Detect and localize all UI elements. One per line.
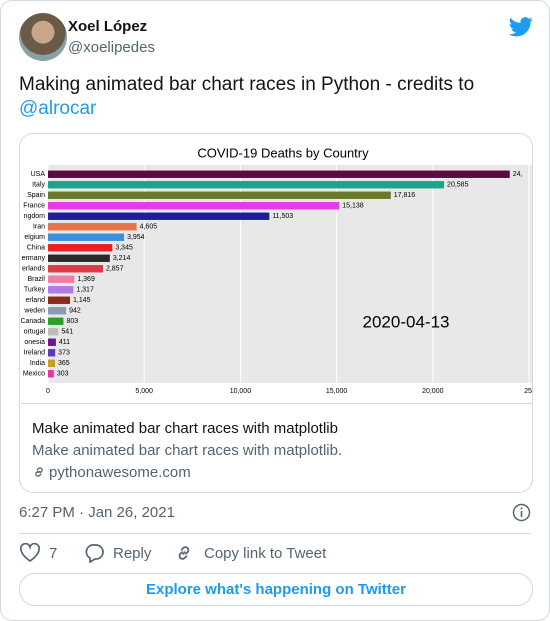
category-label: Iran xyxy=(33,224,45,231)
bar xyxy=(48,212,270,220)
category-label: India xyxy=(30,360,45,367)
value-label: 2,857 xyxy=(106,266,124,273)
value-label: 373 xyxy=(58,350,70,357)
value-label: 1,317 xyxy=(76,287,94,294)
info-icon[interactable] xyxy=(512,503,531,522)
value-label: 15,138 xyxy=(342,203,364,210)
card-description: Make animated bar chart races with matpl… xyxy=(32,442,343,459)
link-card[interactable]: COVID-19 Deaths by Country 0 5,000 10,000 15… xyxy=(19,133,533,493)
x-tick-label: 15,000 xyxy=(326,388,348,395)
bar xyxy=(48,181,445,189)
divider xyxy=(19,533,531,534)
category-label: Spain xyxy=(27,192,45,199)
author-handle[interactable]: @xoelipedes xyxy=(68,39,155,56)
author-name[interactable]: Xoel López xyxy=(68,18,148,35)
category-label: Ireland xyxy=(24,350,46,357)
bar xyxy=(48,202,340,210)
like-icon[interactable] xyxy=(19,543,41,563)
value-label: 303 xyxy=(57,371,69,378)
category-label: USA xyxy=(31,171,46,178)
category-label: Mexico xyxy=(23,371,45,378)
category-label: ngdom xyxy=(24,213,46,220)
value-label: 942 xyxy=(69,308,81,315)
chart: COVID-19 Deaths by Country 0 5,000 10,000 15… xyxy=(21,135,533,404)
value-label: 411 xyxy=(59,339,70,346)
category-label: Canada xyxy=(21,318,45,325)
category-label: Turkey xyxy=(24,287,46,294)
category-label: onesia xyxy=(24,339,45,346)
bar xyxy=(48,254,110,262)
date-annotation: 2020-04-13 xyxy=(363,312,450,331)
value-label: 1,369 xyxy=(77,276,95,283)
category-label: ermany xyxy=(22,255,46,262)
category-label: Brazil xyxy=(27,276,45,283)
bar xyxy=(48,296,71,304)
reply-icon[interactable] xyxy=(83,543,105,563)
bar xyxy=(48,170,510,178)
category-label: ortugal xyxy=(24,329,46,336)
avatar[interactable] xyxy=(19,13,67,61)
bar xyxy=(48,223,137,231)
category-label: France xyxy=(23,203,45,210)
tweet-text: Making animated bar chart races in Pytho… xyxy=(19,74,475,95)
value-label: 365 xyxy=(58,360,70,367)
like-count[interactable]: 7 xyxy=(49,545,58,562)
category-label: China xyxy=(27,245,45,252)
bar xyxy=(48,244,113,252)
x-tick-label: 10,000 xyxy=(230,388,252,395)
bar xyxy=(48,370,54,378)
x-tick-label: 0 xyxy=(46,388,50,395)
plot-background xyxy=(48,165,532,383)
bar xyxy=(48,191,391,199)
x-tick-label: 5,000 xyxy=(135,388,153,395)
chart-title: COVID-19 Deaths by Country xyxy=(197,145,369,160)
category-label: erland xyxy=(26,297,46,304)
link-icon xyxy=(35,467,43,477)
x-tick-label: 25, xyxy=(524,388,533,395)
bar xyxy=(48,349,56,357)
category-label: Italy xyxy=(32,182,45,189)
copy-link[interactable]: Copy link to Tweet xyxy=(204,545,327,562)
category-label: weden xyxy=(23,308,45,315)
x-tick-label: 20,000 xyxy=(422,388,444,395)
category-label: erlands xyxy=(22,266,45,273)
bar xyxy=(48,338,56,346)
value-label: 803 xyxy=(66,318,78,325)
value-label: 20,585 xyxy=(447,182,469,189)
bar xyxy=(48,286,74,294)
value-label: 541 xyxy=(61,329,73,336)
bar xyxy=(48,328,59,336)
bar xyxy=(48,317,64,325)
bar xyxy=(48,275,75,283)
value-label: 3,954 xyxy=(127,234,145,241)
value-label: 3,214 xyxy=(113,255,131,262)
bar xyxy=(48,233,125,241)
reply[interactable]: Reply xyxy=(113,545,152,562)
value-label: 3,345 xyxy=(115,245,133,252)
value-label: 4,605 xyxy=(140,224,158,231)
mention[interactable]: @alrocar xyxy=(19,98,97,119)
timestamp[interactable]: 6:27 PM · Jan 26, 2021 xyxy=(19,504,175,521)
bar xyxy=(48,359,56,367)
card-domain: pythonawesome.com xyxy=(49,464,191,481)
value-label: 11,503 xyxy=(272,213,293,220)
card-title: Make animated bar chart races with matpl… xyxy=(32,420,338,437)
copy-link-icon[interactable] xyxy=(174,543,194,563)
value-label: 1,145 xyxy=(73,297,91,304)
value-label: 17,816 xyxy=(394,192,416,199)
bar xyxy=(48,265,103,273)
bar xyxy=(48,307,67,315)
explore-button[interactable]: Explore what's happening on Twitter xyxy=(19,573,533,606)
category-label: elgium xyxy=(24,234,45,241)
twitter-logo[interactable] xyxy=(509,16,533,38)
value-label: 24, xyxy=(513,171,523,178)
